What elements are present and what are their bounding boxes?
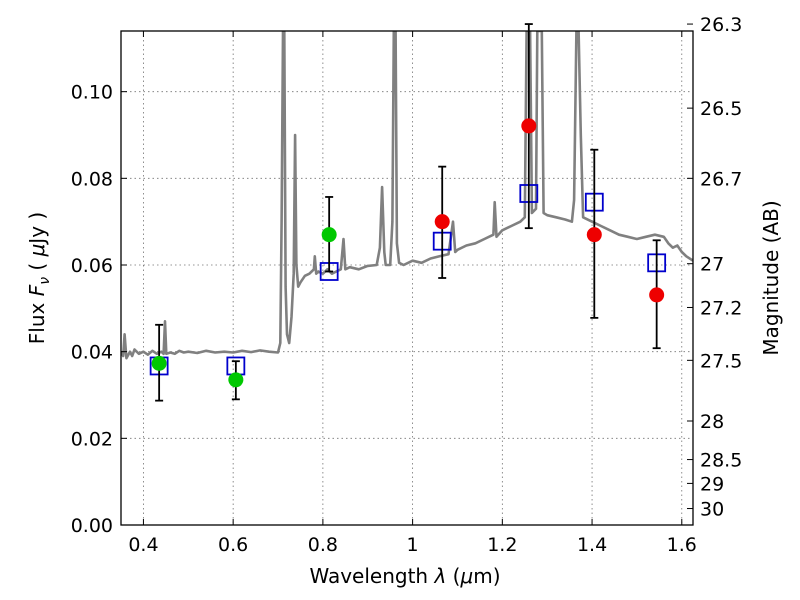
plot-frame [120, 30, 694, 526]
x-tick-label: 0.8 [308, 534, 338, 556]
red-observed-point [434, 214, 450, 230]
y-axis-label-prefix: Flux [25, 296, 49, 344]
x-tick-label: 1.4 [577, 534, 607, 556]
y-axis-label: Flux Fν ( μJy ) [25, 212, 53, 344]
x-tick-label: 0.4 [128, 534, 158, 556]
x-axis-label-unit-open: ( [446, 564, 460, 588]
green-observed-point [228, 372, 244, 388]
y-axis-label-unit: μ [25, 244, 49, 258]
y-tick-label: 0.08 [71, 168, 113, 190]
y-axis-label-symbol: F [25, 284, 49, 296]
magnitude-tick-label: 26.3 [700, 14, 742, 36]
y-tick-label: 0.10 [71, 82, 113, 104]
magnitude-tick-label: 26.5 [700, 98, 742, 120]
x-tick-label: 0.6 [218, 534, 248, 556]
axis-ticks: 0.4 0.6 0.8 1 1.2 1.4 1.6 0.00 0.02 0.04 0.06 0.08 0… [71, 14, 743, 556]
y-tick-label: 0.00 [71, 515, 113, 537]
x-tick-label: 1 [407, 534, 419, 556]
x-axis-label-prefix: Wavelength [309, 564, 434, 588]
y-axis-label-unit-close: Jy ) [25, 212, 49, 246]
x-axis-label-unit: μ [459, 564, 473, 588]
y-tick-label: 0.06 [71, 255, 113, 277]
red-observed-point [586, 227, 602, 243]
x-tick-label: 1.2 [487, 534, 517, 556]
magnitude-tick-label: 28 [700, 411, 724, 433]
x-axis-label-unit-close: m) [473, 564, 500, 588]
model-points [149, 184, 667, 376]
x-axis-label: Wavelength λ (μm) [309, 564, 500, 588]
magnitude-tick-label: 27.2 [700, 297, 742, 319]
spectrum-layer [121, 31, 693, 360]
x-tick-label: 1.6 [667, 534, 697, 556]
green-observed-point [151, 355, 167, 371]
red-observed-point [649, 287, 665, 303]
magnitude-tick-label: 26.7 [700, 168, 742, 190]
y-tick-label: 0.02 [71, 428, 113, 450]
magnitude-tick-label: 30 [700, 499, 724, 521]
y-axis-label-subscript: ν [37, 277, 53, 285]
green-observed-point [321, 227, 337, 243]
error-bars [155, 23, 661, 402]
magnitude-tick-label: 27 [700, 254, 724, 276]
magnitude-tick-label: 27.5 [700, 350, 742, 372]
y2-axis-label: Magnitude (AB) [759, 200, 783, 355]
spectrum-line [121, 31, 693, 360]
magnitude-tick-label: 28.5 [700, 450, 742, 472]
red-observed-point [521, 118, 537, 134]
x-axis-label-symbol: λ [433, 564, 446, 588]
observed-points [151, 118, 665, 388]
y-axis-label-unit-open: ( [25, 256, 49, 277]
grid-lines [121, 31, 693, 526]
y-tick-label: 0.04 [71, 342, 113, 364]
magnitude-tick-label: 29 [700, 473, 724, 495]
